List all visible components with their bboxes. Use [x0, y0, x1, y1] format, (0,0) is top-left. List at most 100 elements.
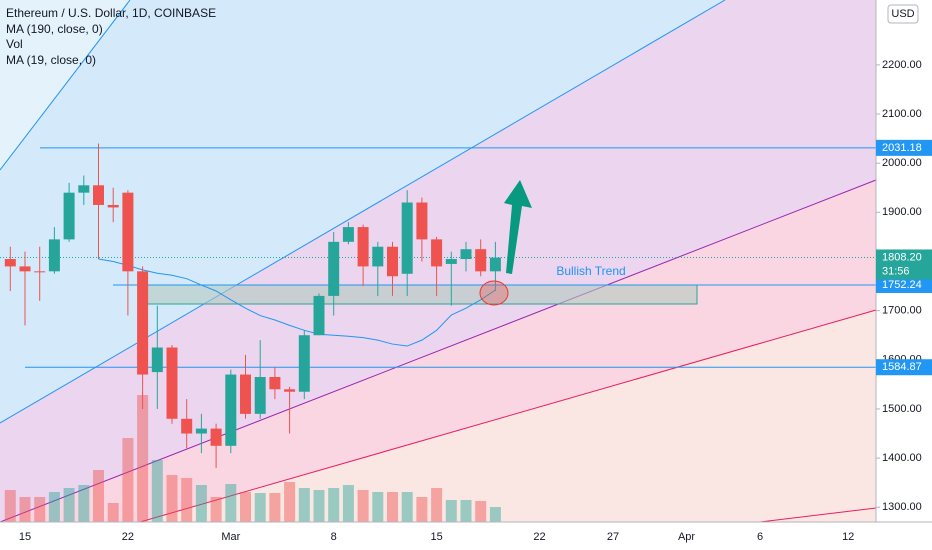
candle-body — [475, 249, 487, 272]
volume-bar — [4, 490, 16, 522]
channel-line — [759, 507, 877, 523]
candle-body — [240, 374, 251, 414]
volume-bar — [416, 497, 428, 522]
y-tick-label: 2100.00 — [882, 108, 922, 120]
candle-body — [372, 246, 384, 267]
candle-body — [460, 249, 472, 260]
candle-body — [48, 239, 60, 272]
level-label: 1752.24 — [882, 279, 922, 291]
indicator: MA (190, close, 0) — [6, 22, 103, 36]
ma-layer — [98, 258, 496, 347]
candle-body — [107, 204, 119, 208]
candle-body — [151, 347, 163, 373]
candle-body — [342, 227, 354, 242]
annotation: Bullish Trend — [556, 264, 625, 278]
candle-body — [431, 239, 443, 267]
volume-bar — [284, 482, 296, 522]
volume-bar — [431, 488, 443, 522]
volume-bar — [372, 492, 384, 522]
candle-body — [254, 377, 266, 414]
x-tick-label: 22 — [122, 531, 134, 543]
channel-line — [0, 179, 877, 523]
indicator: Vol — [6, 37, 23, 51]
candle-body — [445, 259, 457, 264]
channel-line — [0, 0, 131, 171]
candle-body — [298, 335, 310, 392]
candle-body — [401, 202, 413, 274]
y-tick-label: 1300.00 — [882, 501, 922, 513]
volume-bar — [166, 475, 178, 522]
x-tick-label: 27 — [607, 531, 619, 543]
candle-body — [416, 202, 428, 240]
candle-body — [225, 374, 237, 446]
volume-bar — [93, 470, 104, 522]
candle-body — [34, 271, 46, 273]
x-tick-label: Mar — [221, 531, 240, 543]
y-tick-label: 2200.00 — [882, 59, 922, 71]
y-tick-label: 1400.00 — [882, 452, 922, 464]
volume-bar — [313, 490, 325, 522]
volume-bar — [34, 497, 46, 522]
level-label: 2031.18 — [882, 142, 922, 154]
ma-line — [98, 258, 496, 347]
x-tick-label: 15 — [19, 531, 31, 543]
y-tick-label: 1700.00 — [882, 305, 922, 317]
volume-bar — [225, 484, 237, 522]
currency-button[interactable] — [887, 4, 919, 24]
candle-body — [166, 347, 178, 419]
currency[interactable]: USD — [891, 8, 914, 20]
volume-bar — [48, 492, 60, 522]
volume-bar — [342, 485, 354, 522]
volume-bar — [19, 497, 31, 522]
y-tick-label: 2000.00 — [882, 157, 922, 169]
volume-bar — [328, 488, 340, 522]
volume-bar — [475, 501, 487, 522]
volume-bar — [254, 493, 266, 522]
level-tag — [876, 276, 932, 293]
volume-bar — [107, 503, 119, 522]
candle-body — [181, 418, 193, 434]
volume-layer — [4, 395, 501, 522]
x-tick-label: 22 — [533, 531, 545, 543]
candle-body — [489, 257, 501, 272]
candle-body — [19, 266, 31, 272]
candles — [4, 143, 501, 468]
candle-body — [210, 428, 222, 446]
candle-body — [284, 389, 296, 392]
volume-bar — [122, 438, 134, 522]
axis-labels: 1300.001400.001500.001600.001700.001800.… — [19, 59, 932, 543]
candle-body — [63, 192, 75, 240]
volume-bar — [357, 490, 369, 522]
volume-bar — [181, 478, 193, 522]
x-tick-label: 12 — [842, 531, 854, 543]
trend-arrow — [504, 180, 532, 274]
candle-body — [313, 295, 325, 336]
level-label: 1584.87 — [882, 361, 922, 373]
candle-body — [137, 271, 149, 375]
last-price-tag — [876, 249, 932, 280]
candle-body — [387, 246, 398, 277]
support-box — [143, 284, 698, 305]
countdown: 31:56 — [882, 265, 910, 277]
volume-bar — [78, 485, 90, 522]
candle-body — [4, 259, 16, 267]
volume-bar — [210, 497, 222, 522]
volume-bar — [195, 485, 207, 522]
volume-bar — [445, 500, 457, 522]
level-tag — [876, 139, 932, 156]
candle-body — [328, 241, 340, 296]
volume-bar — [240, 492, 251, 522]
level-tag — [876, 359, 932, 376]
volume-bar — [137, 395, 149, 522]
candle-body — [122, 192, 134, 272]
candle-body — [269, 377, 281, 390]
time-axis — [0, 522, 932, 550]
candle-body — [195, 428, 207, 434]
x-tick-label: 8 — [331, 531, 337, 543]
candle-body — [357, 227, 369, 267]
y-tick-label: 1500.00 — [882, 403, 922, 415]
candle-body — [93, 185, 104, 205]
volume-bar — [269, 493, 281, 522]
volume-bar — [489, 507, 501, 522]
volume-bar — [151, 460, 163, 522]
